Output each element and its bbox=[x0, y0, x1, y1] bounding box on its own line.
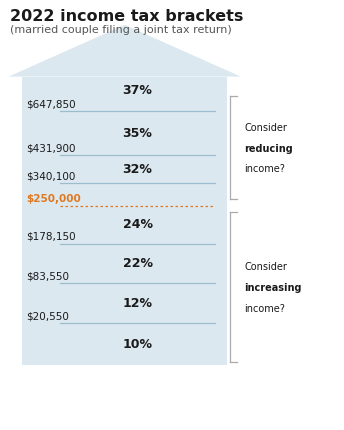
Text: $83,550: $83,550 bbox=[26, 271, 69, 281]
Text: income?: income? bbox=[244, 164, 285, 174]
Text: 2022 income tax brackets: 2022 income tax brackets bbox=[10, 9, 244, 24]
Text: 22%: 22% bbox=[122, 257, 153, 270]
Text: 10%: 10% bbox=[122, 338, 153, 350]
Text: $431,900: $431,900 bbox=[26, 143, 75, 153]
Text: $340,100: $340,100 bbox=[26, 171, 75, 181]
Text: 35%: 35% bbox=[123, 127, 152, 140]
Text: $250,000: $250,000 bbox=[26, 194, 80, 203]
Text: $178,150: $178,150 bbox=[26, 231, 75, 241]
Text: increasing: increasing bbox=[244, 283, 302, 292]
Text: 12%: 12% bbox=[122, 296, 153, 309]
Text: $647,850: $647,850 bbox=[26, 99, 75, 109]
Text: 24%: 24% bbox=[122, 218, 153, 231]
Text: 37%: 37% bbox=[123, 84, 152, 97]
Polygon shape bbox=[9, 26, 241, 77]
FancyBboxPatch shape bbox=[22, 77, 227, 365]
Text: income?: income? bbox=[244, 303, 285, 313]
Text: 32%: 32% bbox=[123, 163, 152, 175]
Text: Consider: Consider bbox=[244, 262, 287, 272]
Text: $20,550: $20,550 bbox=[26, 310, 69, 320]
Text: (married couple filing a joint tax return): (married couple filing a joint tax retur… bbox=[10, 25, 232, 34]
Text: reducing: reducing bbox=[244, 143, 293, 154]
Text: Consider: Consider bbox=[244, 123, 287, 133]
